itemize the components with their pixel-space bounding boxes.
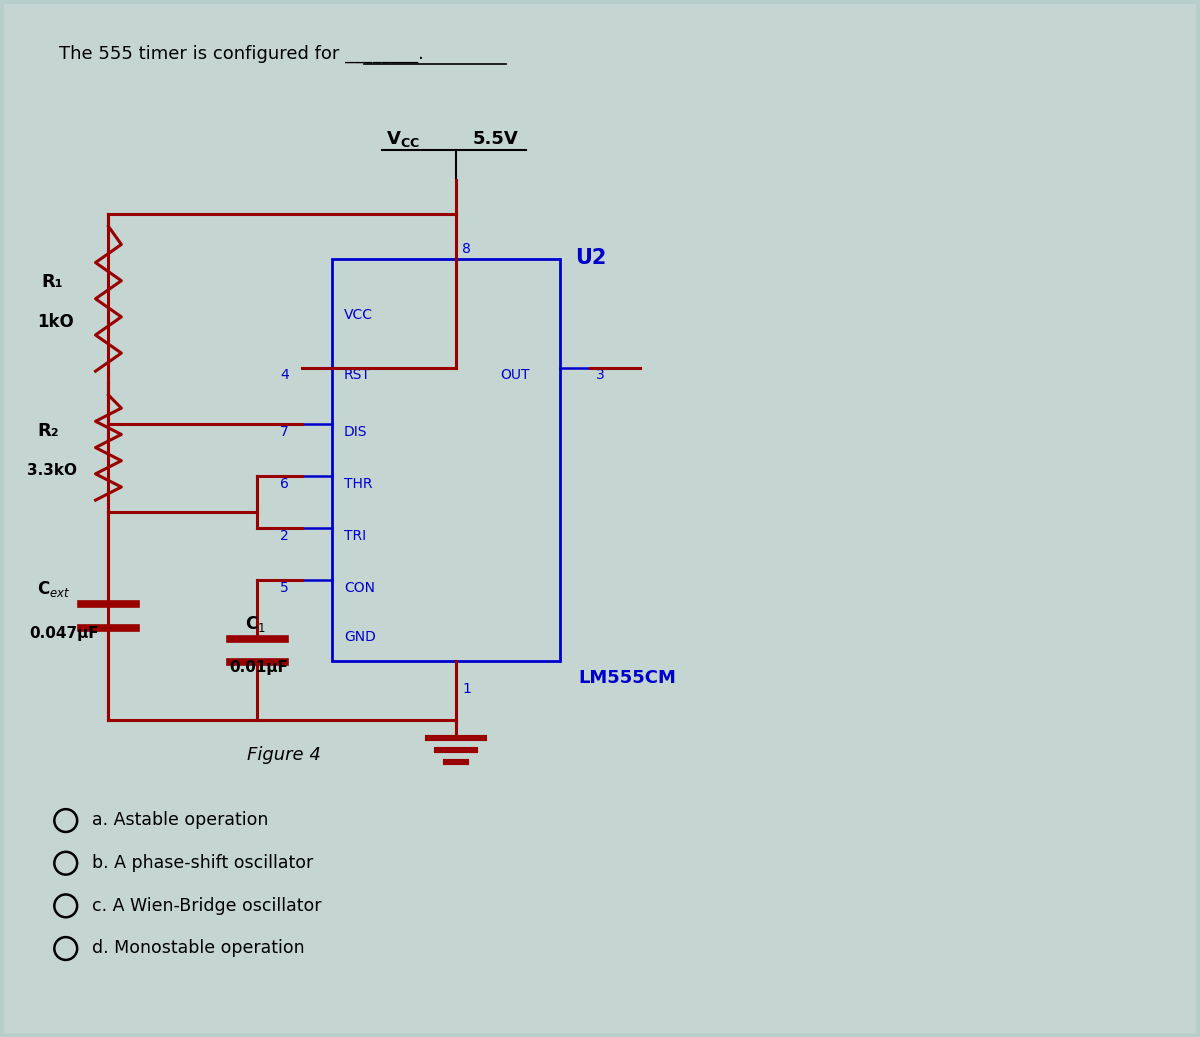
Text: The 555 timer is configured for ________.: The 555 timer is configured for ________…	[59, 45, 424, 63]
Text: OUT: OUT	[500, 368, 530, 383]
Text: 0.01μF: 0.01μF	[229, 661, 288, 675]
Text: R₂: R₂	[37, 422, 59, 440]
Text: CON: CON	[343, 582, 374, 595]
Text: GND: GND	[343, 629, 376, 644]
Text: LM555CM: LM555CM	[578, 669, 676, 686]
Text: 4: 4	[281, 368, 289, 383]
Text: c. A Wien-Bridge oscillator: c. A Wien-Bridge oscillator	[91, 897, 322, 915]
Text: C$_1$: C$_1$	[246, 614, 266, 634]
Text: a. Astable operation: a. Astable operation	[91, 812, 268, 830]
Text: 6: 6	[281, 477, 289, 491]
Text: DIS: DIS	[343, 425, 367, 439]
Text: RST: RST	[343, 368, 371, 383]
Text: 7: 7	[281, 425, 289, 439]
Text: b. A phase-shift oscillator: b. A phase-shift oscillator	[91, 854, 313, 872]
Text: VCC: VCC	[343, 308, 373, 323]
Text: $\mathbf{V_{CC}}$: $\mathbf{V_{CC}}$	[386, 129, 420, 149]
Text: U2: U2	[575, 248, 606, 268]
Text: 3.3kO: 3.3kO	[28, 464, 77, 478]
Text: C$_{ext}$: C$_{ext}$	[37, 580, 71, 599]
Text: d. Monostable operation: d. Monostable operation	[91, 940, 304, 957]
Text: 5.5V: 5.5V	[473, 130, 518, 148]
Bar	[332, 259, 560, 661]
Text: 8: 8	[462, 243, 470, 256]
Text: THR: THR	[343, 477, 372, 491]
Text: TRI: TRI	[343, 529, 366, 543]
Text: 3: 3	[596, 368, 605, 383]
Text: 2: 2	[281, 529, 289, 543]
Text: 1kO: 1kO	[37, 312, 73, 331]
Text: R₁: R₁	[41, 273, 62, 290]
Text: 5: 5	[281, 582, 289, 595]
Text: 1: 1	[462, 681, 470, 696]
Text: 0.047μF: 0.047μF	[29, 626, 98, 641]
Text: Figure 4: Figure 4	[247, 746, 322, 764]
